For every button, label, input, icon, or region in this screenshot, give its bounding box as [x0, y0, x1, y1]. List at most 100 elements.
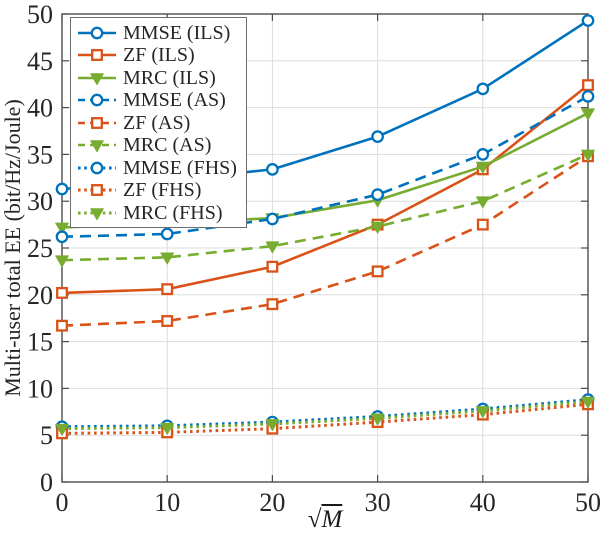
axes: [61, 13, 589, 483]
marker-circle: [476, 148, 490, 161]
y-axis-label: Multi-user total EE (bit/Hz/Joule): [0, 99, 25, 397]
legend-label: MRC (ILS): [123, 66, 216, 89]
marker-triangle-down: [55, 255, 69, 268]
legend-item-mrc-ils: MRC (ILS): [77, 67, 240, 88]
marker-triangle-down: [55, 423, 69, 436]
marker-square: [91, 184, 103, 196]
legend-line-sample: [78, 161, 116, 174]
marker-square: [161, 283, 174, 296]
marker-circle: [90, 93, 104, 107]
marker-triangle-down: [476, 161, 490, 174]
legend-item-zf-fhs: ZF (FHS): [77, 180, 240, 201]
y-tick-label: 15: [27, 328, 53, 357]
marker-triangle-down: [581, 396, 595, 409]
marker-triangle-down: [55, 222, 69, 235]
legend-line-sample: [78, 49, 116, 61]
marker-circle: [160, 227, 174, 241]
marker-circle: [371, 130, 384, 143]
marker-triangle-down: [476, 196, 490, 209]
marker-square: [91, 49, 103, 61]
tick-labels: 0 10 20 30 40 50 0 5 10 15 20 25 30 35 40 45 50: [27, 0, 600, 517]
marker-circle: [266, 163, 279, 176]
x-axis-label: √M: [62, 506, 588, 534]
marker-triangle-down: [90, 72, 104, 85]
y-tick-label: 10: [27, 374, 53, 403]
legend-label: MMSE (AS): [123, 89, 226, 111]
y-tick-label: 25: [27, 234, 53, 263]
marker-square: [56, 319, 68, 332]
legend-line-sample: [78, 207, 116, 220]
legend-item-mmse-as: MMSE (AS): [77, 90, 240, 111]
marker-triangle-down: [581, 149, 595, 162]
legend-line-sample: [78, 116, 116, 129]
series-line-zf-fhs: [61, 402, 589, 435]
marker-square: [476, 218, 489, 231]
marker-triangle-down: [90, 207, 104, 220]
sqrt-symbol: √: [307, 506, 322, 533]
marker-circle: [90, 26, 104, 39]
data-series: [55, 14, 595, 440]
y-tick-label: 35: [27, 140, 53, 169]
marker-square: [161, 315, 174, 327]
marker-square: [371, 265, 384, 278]
x-tick-label: 10: [154, 488, 180, 517]
series-line-zf-ils: [61, 84, 589, 295]
legend-line-sample: [78, 26, 116, 39]
series-line-mrc-fhs: [61, 400, 589, 431]
legend-line-sample: [78, 184, 116, 196]
x-axis-variable: M: [321, 506, 343, 533]
marker-circle: [476, 82, 490, 96]
marker-triangle-down: [265, 241, 280, 254]
legend-label: ZF (FHS): [123, 179, 202, 201]
legend-item-mmse-fhs: MMSE (FHS): [77, 157, 240, 178]
marker-circle: [371, 188, 384, 201]
marker-triangle-down: [90, 140, 104, 153]
y-tick-label: 45: [27, 47, 53, 76]
marker-triangle-down: [265, 419, 280, 432]
marker-square: [266, 260, 279, 273]
legend-line-sample: [78, 72, 116, 85]
legend-label: ZF (AS): [123, 111, 191, 134]
y-tick-label: 0: [40, 468, 53, 497]
marker-circle: [581, 90, 595, 103]
marker-triangle-down: [370, 221, 385, 234]
legend-item-mrc-as: MRC (AS): [77, 135, 240, 156]
y-tick-label: 5: [40, 421, 53, 450]
legend-item-mmse-ils: MMSE (ILS): [77, 22, 240, 43]
marker-circle: [266, 212, 279, 226]
marker-square: [91, 116, 103, 129]
legend-label: MRC (AS): [123, 134, 212, 156]
marker-circle: [55, 182, 69, 196]
legend-label: MRC (FHS): [123, 201, 223, 224]
legend-item-zf-as: ZF (AS): [77, 112, 240, 133]
series-line-mmse-fhs: [61, 398, 589, 429]
legend-label: ZF (ILS): [123, 44, 195, 66]
x-tick-label: 0: [56, 488, 69, 517]
legend-item-zf-ils: ZF (ILS): [77, 45, 240, 66]
legend-label: MMSE (FHS): [123, 156, 237, 179]
marker-square: [266, 298, 279, 311]
series-line-mmse-as: [61, 95, 589, 239]
y-tick-label: 30: [27, 187, 53, 216]
marker-triangle-down: [370, 413, 385, 426]
legend-line-sample: [78, 93, 116, 107]
x-tick-label: 20: [259, 488, 285, 517]
y-tick-label: 20: [27, 281, 53, 310]
x-tick-label: 50: [575, 488, 600, 517]
legend-line-sample: [78, 140, 116, 153]
y-tick-label: 50: [27, 0, 53, 29]
marker-triangle-down: [160, 422, 174, 435]
marker-circle: [55, 230, 69, 244]
marker-circle: [581, 14, 595, 27]
legend-item-mrc-fhs: MRC (FHS): [77, 202, 240, 223]
marker-triangle-down: [160, 252, 174, 265]
marker-square: [582, 79, 594, 92]
marker-square: [56, 286, 68, 299]
marker-triangle-down: [581, 108, 595, 121]
marker-circle: [90, 161, 104, 174]
legend: MMSE (ILS) ZF (ILS) MRC (ILS) MMSE (AS) ZF (…: [70, 17, 247, 228]
x-tick-label: 30: [365, 488, 391, 517]
y-tick-label: 40: [27, 94, 53, 123]
series-line-zf-as: [61, 155, 589, 327]
